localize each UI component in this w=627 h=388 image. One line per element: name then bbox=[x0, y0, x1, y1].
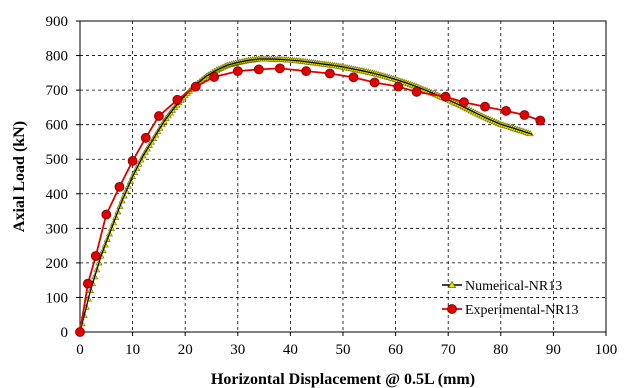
y-tick-label: 700 bbox=[46, 83, 69, 99]
y-axis-tick-labels: 0 100 200 300 400 500 600 700 800 900 bbox=[46, 14, 80, 341]
y-tick-label: 900 bbox=[46, 14, 69, 30]
legend-numerical-marker bbox=[447, 280, 457, 288]
x-tick-label: 30 bbox=[230, 342, 245, 358]
legend-experimental-label: Experimental-NR13 bbox=[465, 303, 579, 318]
x-tick-label: 80 bbox=[493, 342, 508, 358]
legend-experimental-marker bbox=[447, 304, 457, 314]
x-tick-label: 100 bbox=[595, 342, 618, 358]
experimental-marker bbox=[190, 81, 201, 92]
series-layer bbox=[75, 55, 546, 337]
experimental-marker bbox=[535, 115, 546, 126]
experimental-marker bbox=[82, 278, 93, 289]
y-tick-label: 0 bbox=[61, 325, 69, 341]
grid-lines bbox=[80, 21, 606, 332]
experimental-marker bbox=[440, 91, 451, 102]
y-axis-title: Axial Load (kN) bbox=[11, 121, 28, 232]
experimental-marker bbox=[301, 66, 312, 77]
x-axis-tick-labels: 0 10 20 30 40 50 60 70 80 90 100 bbox=[76, 332, 617, 358]
experimental-marker bbox=[101, 209, 112, 220]
experimental-marker bbox=[140, 132, 151, 143]
experimental-marker bbox=[209, 72, 220, 82]
numerical-line bbox=[79, 58, 533, 333]
legend-numerical-label: Numerical-NR13 bbox=[465, 279, 562, 294]
x-axis-title: Horizontal Displacement @ 0.5L (mm) bbox=[211, 371, 475, 388]
experimental-marker bbox=[90, 251, 101, 261]
x-tick-label: 90 bbox=[546, 342, 561, 358]
experimental-series bbox=[75, 63, 546, 337]
y-tick-label: 800 bbox=[46, 49, 69, 65]
experimental-marker bbox=[274, 63, 285, 74]
experimental-marker bbox=[324, 68, 335, 79]
experimental-marker bbox=[348, 72, 359, 83]
experimental-marker bbox=[172, 94, 183, 105]
x-tick-label: 60 bbox=[388, 342, 403, 358]
y-tick-label: 100 bbox=[46, 290, 69, 306]
experimental-marker bbox=[253, 64, 264, 75]
experimental-marker bbox=[153, 111, 164, 121]
experimental-marker bbox=[232, 66, 243, 77]
x-tick-label: 50 bbox=[336, 342, 351, 358]
experimental-marker bbox=[369, 77, 380, 88]
x-tick-label: 10 bbox=[125, 342, 140, 358]
legend: Numerical-NR13 Experimental-NR13 bbox=[442, 279, 579, 318]
experimental-marker bbox=[114, 181, 125, 192]
experimental-marker bbox=[459, 97, 469, 108]
x-tick-label: 20 bbox=[178, 342, 193, 358]
experimental-marker bbox=[501, 105, 511, 116]
experimental-marker bbox=[127, 156, 138, 166]
experimental-marker bbox=[519, 110, 530, 120]
experimental-marker bbox=[411, 86, 422, 97]
experimental-marker bbox=[75, 327, 85, 337]
y-tick-label: 600 bbox=[46, 118, 69, 134]
y-tick-label: 400 bbox=[46, 187, 69, 203]
y-tick-label: 200 bbox=[46, 256, 69, 272]
x-tick-label: 70 bbox=[441, 342, 456, 358]
x-tick-label: 0 bbox=[76, 342, 84, 358]
experimental-marker bbox=[480, 101, 490, 112]
x-tick-label: 40 bbox=[283, 342, 298, 358]
experimental-marker bbox=[393, 81, 404, 92]
y-tick-label: 300 bbox=[46, 221, 69, 237]
y-tick-label: 500 bbox=[46, 152, 69, 168]
